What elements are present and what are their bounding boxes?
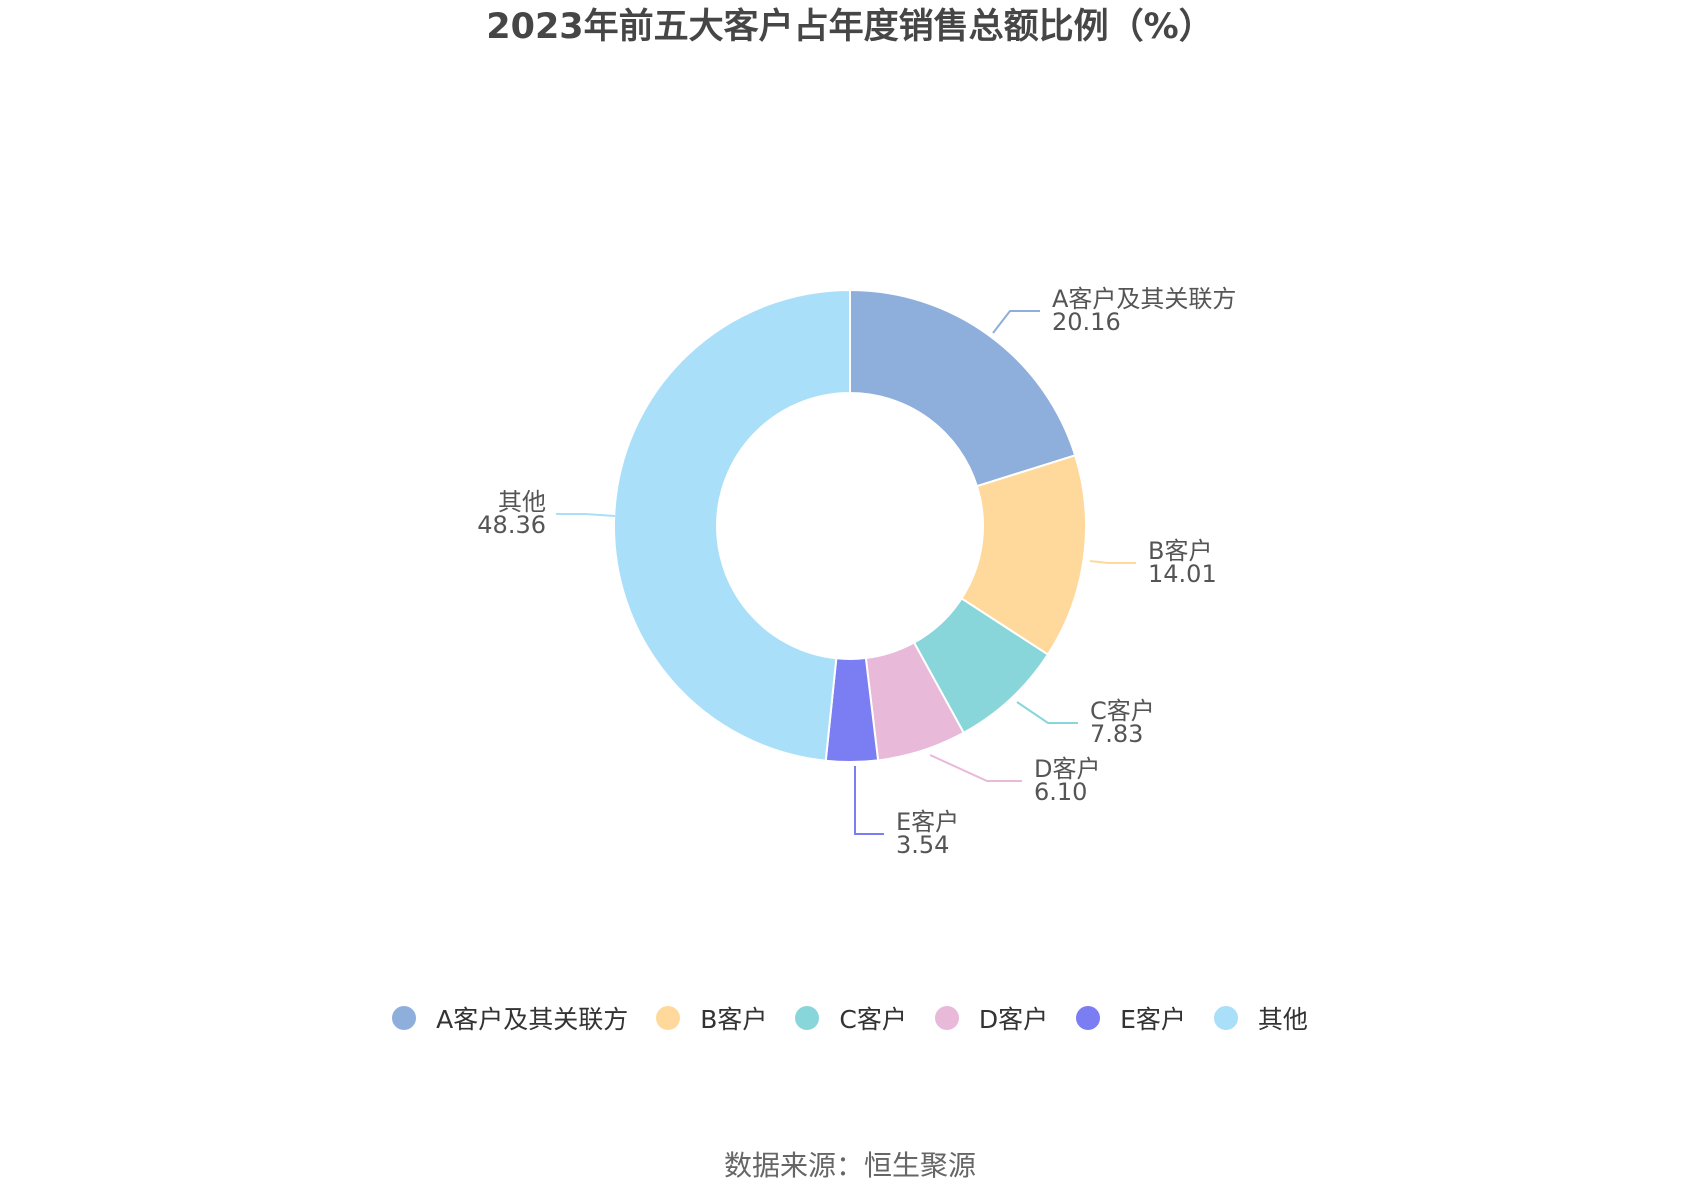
slice-name-label: A客户及其关联方 <box>1052 285 1236 313</box>
legend-item-3[interactable]: C客户 <box>795 1000 907 1036</box>
leader-line-1 <box>992 310 1040 334</box>
slice-name-label: C客户 <box>1090 697 1155 725</box>
slice-value-label: 7.83 <box>1090 720 1143 748</box>
legend-marker <box>934 1006 959 1030</box>
leader-line-6 <box>556 513 616 517</box>
legend-item-1[interactable]: A客户及其关联方 <box>392 1000 628 1036</box>
pie-slice-6[interactable] <box>613 288 851 762</box>
legend-item-2[interactable]: B客户 <box>656 1000 767 1036</box>
data-source-note: 数据来源：恒生聚源 <box>723 1149 976 1182</box>
slice-value-label: 3.54 <box>896 831 949 859</box>
chart-legend: A客户及其关联方 B客户 C客户 D客户 E客户 其他 <box>0 998 1700 1038</box>
slice-value-label: 6.10 <box>1034 778 1087 806</box>
legend-marker <box>392 1006 417 1030</box>
legend-item-5[interactable]: E客户 <box>1076 1000 1186 1036</box>
leader-line-4 <box>929 754 1022 782</box>
leader-line-2 <box>1089 560 1136 564</box>
leader-line-5 <box>854 766 884 835</box>
legend-marker <box>1076 1006 1101 1030</box>
legend-label: C客户 <box>839 1005 907 1034</box>
legend-marker <box>656 1006 681 1030</box>
slice-value-label: 14.01 <box>1148 560 1217 588</box>
legend-item-4[interactable]: D客户 <box>934 1000 1049 1036</box>
legend-label: A客户及其关联方 <box>436 1005 629 1034</box>
slice-value-label: 48.36 <box>477 511 546 539</box>
slice-name-label: D客户 <box>1034 755 1100 783</box>
legend-item-6[interactable]: 其他 <box>1213 1000 1308 1036</box>
legend-label: B客户 <box>700 1005 768 1034</box>
slices-group <box>613 288 1087 763</box>
legend-label: D客户 <box>978 1005 1049 1034</box>
legend-label: E客户 <box>1120 1005 1186 1034</box>
slice-name-label: E客户 <box>896 808 959 836</box>
pie-slice-1[interactable] <box>849 288 1077 488</box>
slice-labels-group: A客户及其关联方20.16B客户14.01C客户7.83D客户6.10E客户3.… <box>477 285 1236 859</box>
slice-name-label: B客户 <box>1148 537 1212 565</box>
legend-label: 其他 <box>1257 1005 1308 1034</box>
legend-marker <box>1213 1006 1238 1030</box>
slice-name-label: 其他 <box>498 488 546 516</box>
legend-marker <box>795 1006 820 1030</box>
leader-line-3 <box>1016 701 1078 724</box>
chart-title: 2023年前五大客户占年度销售总额比例（%） <box>486 7 1214 47</box>
slice-value-label: 20.16 <box>1052 308 1121 336</box>
